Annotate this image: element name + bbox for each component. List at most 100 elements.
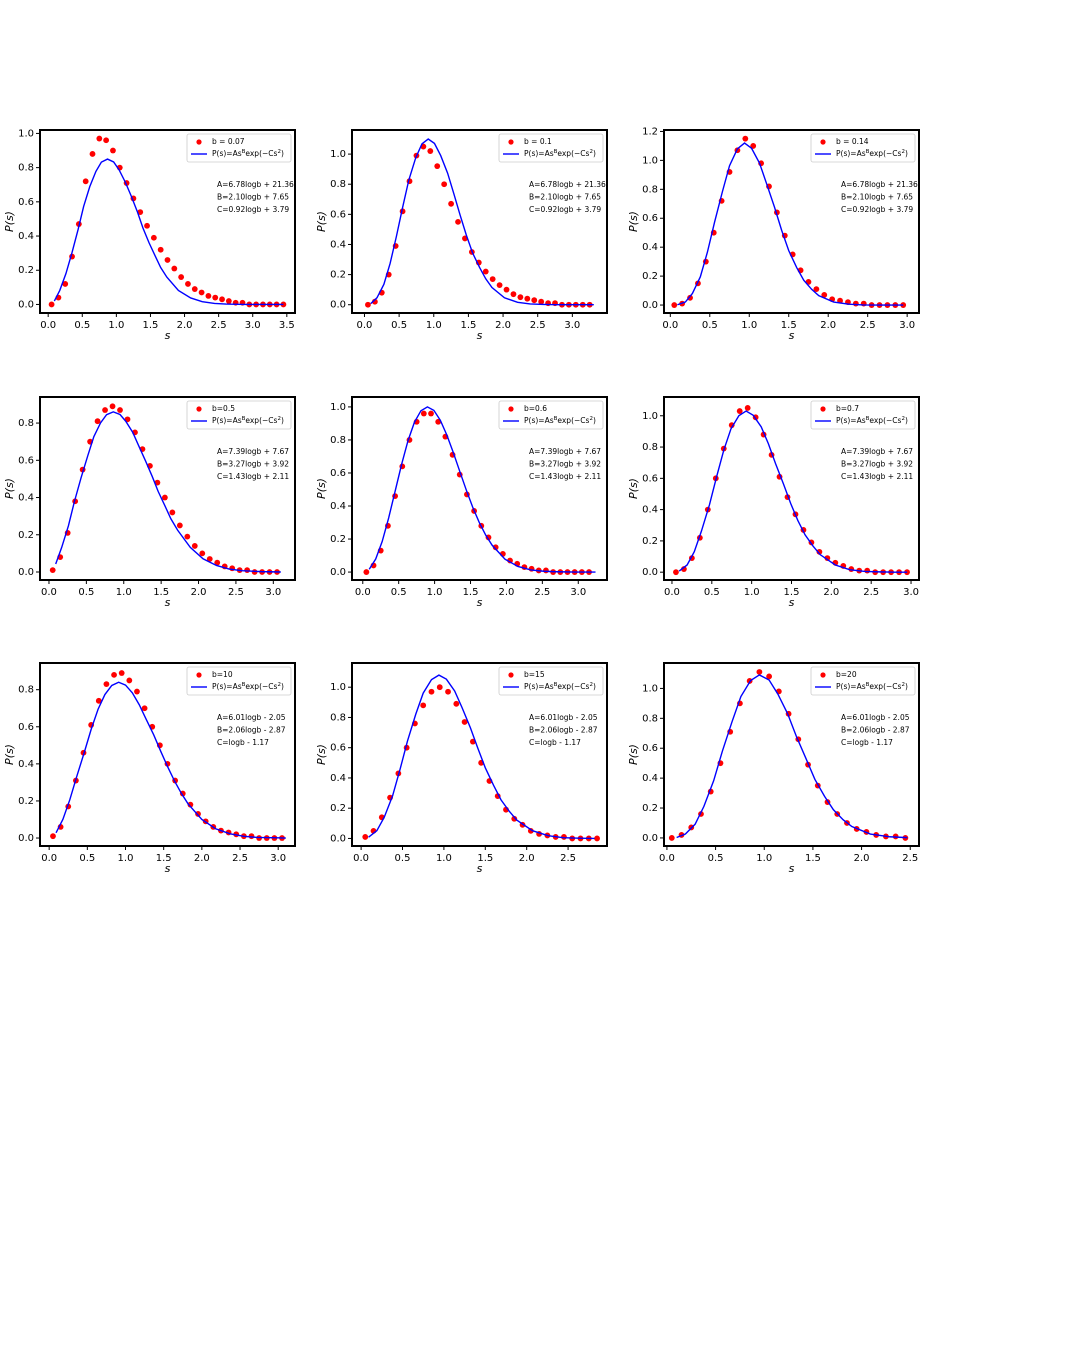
axes-frame	[39, 129, 296, 314]
x-tick-label: 2.0	[191, 587, 207, 598]
data-point	[49, 567, 56, 574]
y-tick-label: 1.2	[642, 126, 658, 137]
annotation: B=2.06logb - 2.87	[217, 726, 286, 735]
x-tick-label: 0.0	[355, 587, 371, 598]
y-tick-label: 0.6	[330, 209, 346, 220]
data-point	[214, 559, 221, 566]
data-point	[141, 705, 148, 712]
legend-box	[810, 133, 916, 163]
x-axis-label: s	[789, 329, 795, 342]
data-point	[103, 681, 110, 688]
annotation: A=6.01logb - 2.05	[529, 713, 598, 722]
fit-line	[368, 674, 595, 840]
data-point	[187, 801, 194, 808]
data-point	[445, 688, 451, 695]
annotation: B=3.27logb + 3.92	[841, 460, 913, 469]
y-tick-label: 0.8	[330, 712, 346, 723]
data-point	[538, 298, 545, 305]
x-axis-label: s	[789, 862, 795, 875]
y-tick-label: 0.6	[18, 722, 34, 733]
x-tick-label: 2.0	[495, 320, 511, 331]
data-point	[511, 815, 518, 822]
y-tick-label: 0.8	[642, 713, 658, 724]
data-point	[671, 302, 678, 308]
data-point	[150, 234, 157, 241]
x-tick-label: 1.0	[118, 853, 134, 864]
x-tick-label: 0.0	[41, 587, 57, 598]
data-point	[169, 509, 176, 516]
x-tick-label: 0.5	[395, 853, 411, 864]
data-point	[111, 671, 117, 678]
data-point	[185, 281, 191, 287]
data-point	[363, 569, 370, 575]
y-tick-label: 0.2	[642, 271, 658, 282]
legend-box	[498, 666, 604, 696]
data-point	[531, 297, 538, 304]
legend-swatch	[196, 672, 202, 678]
fit-line	[368, 406, 596, 573]
data-point	[427, 148, 434, 154]
data-point	[102, 407, 108, 413]
data-point	[157, 246, 164, 253]
y-tick-label: 0.6	[642, 473, 658, 484]
data-point	[482, 268, 489, 275]
x-tick-label: 3.0	[903, 587, 919, 598]
data-point	[668, 835, 675, 841]
data-point	[110, 147, 116, 154]
x-tick-label: 2.0	[519, 853, 535, 864]
data-point	[48, 301, 55, 308]
x-tick-label: 0.0	[353, 853, 369, 864]
legend-swatch	[196, 406, 202, 412]
y-axis-label: P(s)	[3, 478, 16, 499]
x-tick-label: 3.0	[245, 320, 261, 331]
y-axis-label: P(s)	[315, 744, 328, 765]
data-point	[864, 567, 871, 574]
y-tick-label: 1.0	[330, 149, 346, 160]
data-point	[821, 292, 828, 298]
x-axis-label: s	[165, 596, 171, 609]
x-tick-label: 0.5	[702, 320, 718, 331]
legend-label: b=0.6	[524, 404, 547, 413]
x-tick-label: 1.5	[143, 320, 159, 331]
axes-frame	[663, 662, 920, 847]
data-point	[89, 151, 96, 157]
y-tick-label: 0.2	[18, 530, 34, 541]
y-axis-label: P(s)	[315, 478, 328, 499]
x-tick-label: 0.5	[391, 320, 407, 331]
x-tick-label: 0.0	[357, 320, 373, 331]
data-point	[205, 292, 212, 299]
y-tick-label: 1.0	[642, 683, 658, 694]
y-tick-label: 0.0	[642, 567, 658, 578]
data-point	[744, 405, 751, 411]
legend-label: b = 0.07	[212, 137, 245, 146]
annotation: B=2.06logb - 2.87	[529, 726, 598, 735]
y-tick-label: 0.4	[642, 773, 658, 784]
data-point	[365, 301, 371, 308]
axes-frame	[39, 396, 296, 581]
x-axis-label: s	[165, 329, 171, 342]
legend-label: P(s)=AsBexp(−Cs2)	[212, 682, 284, 692]
y-tick-label: 0.6	[18, 197, 34, 208]
annotation: C=0.92logb + 3.79	[217, 205, 289, 214]
y-tick-label: 0.2	[18, 796, 34, 807]
y-tick-label: 0.2	[330, 803, 346, 814]
data-point	[137, 209, 144, 215]
fit-line	[676, 674, 908, 839]
y-tick-label: 0.4	[18, 493, 34, 504]
annotation: C=0.92logb + 3.79	[841, 205, 913, 214]
y-tick-label: 1.0	[330, 682, 346, 693]
annotation: B=2.06logb - 2.87	[841, 726, 910, 735]
data-point	[594, 835, 600, 842]
y-axis-label: P(s)	[627, 744, 640, 765]
y-tick-label: 0.6	[330, 743, 346, 754]
x-tick-label: 2.5	[863, 587, 879, 598]
data-point	[95, 697, 102, 704]
y-tick-label: 0.0	[330, 300, 346, 311]
legend-swatch	[508, 139, 514, 145]
legend-label: b=0.5	[212, 404, 235, 413]
data-point	[824, 555, 831, 562]
data-point	[103, 137, 110, 144]
data-point	[206, 556, 213, 562]
data-point	[161, 494, 168, 501]
